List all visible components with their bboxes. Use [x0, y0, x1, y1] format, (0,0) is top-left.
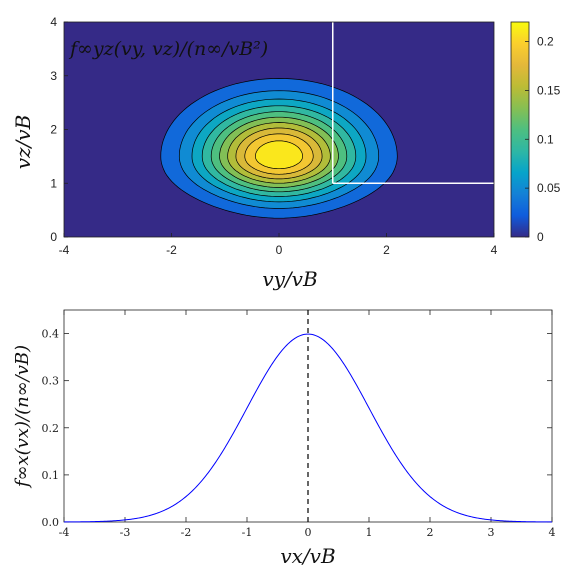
contour-line	[178, 90, 380, 209]
y-tick-label: 0.0	[42, 516, 60, 529]
y-tick-label: 1	[50, 176, 57, 190]
top-x-axis-label: vy/vB	[262, 267, 317, 291]
contour-band	[255, 140, 303, 169]
x-tick-label: 4	[549, 526, 556, 539]
contour-line	[255, 140, 303, 170]
series-line-gaussian	[63, 333, 553, 523]
x-tick-label: -3	[120, 526, 131, 539]
top-y-axis-label: vz/vB	[11, 115, 35, 170]
x-tick-label: 0	[276, 243, 283, 257]
x-tick-label: -2	[181, 526, 192, 539]
y-tick-label: 3	[50, 69, 57, 83]
contour-line	[244, 133, 314, 175]
y-tick-label: 0.2	[42, 422, 60, 435]
y-tick-label: 4	[50, 15, 57, 29]
top-contour-chart: -4 -2 0 2 4 0 1 2 3 4 f∞yz(vy, vz)/(n∞/vB²) vy/v…	[11, 15, 561, 291]
y-tick-label: 0.4	[42, 328, 60, 341]
overlay-lines	[332, 22, 494, 184]
contour-line	[219, 116, 339, 188]
bottom-x-axis-label: vx/vB	[280, 544, 335, 568]
top-y-ticks: 0 1 2 3 4	[50, 15, 68, 244]
bottom-line-chart: -4 -3 -2 -1 0 1 2 3 4 0.0 0.1 0.2 0.3 0.4 vx/vB f∞x(…	[12, 309, 556, 568]
bottom-y-ticks: 0.0 0.1 0.2 0.3 0.4	[42, 328, 552, 529]
x-tick-label: 1	[366, 526, 373, 539]
colorbar-ticks: 0 0.05 0.1 0.15 0.2	[525, 35, 561, 244]
colorbar	[510, 21, 530, 238]
colorbar-tick-label: 0.2	[537, 35, 554, 49]
top-x-ticks: -4 -2 0 2 4	[59, 233, 498, 257]
colorbar-tick-label: 0	[537, 230, 544, 244]
contour-line	[160, 78, 398, 219]
bottom-y-axis-label: f∞x(vx)/(n∞/vB)	[12, 345, 33, 489]
x-tick-label: 4	[491, 243, 498, 257]
colorbar-tick-label: 0.1	[537, 132, 554, 146]
y-tick-label: 0.1	[42, 469, 60, 482]
contour-line	[227, 122, 331, 184]
x-tick-label: -4	[59, 526, 70, 539]
contour-lines	[160, 78, 398, 219]
x-tick-label: 2	[383, 243, 390, 257]
x-tick-label: 2	[427, 526, 434, 539]
bottom-x-ticks: -4 -3 -2 -1 0 1 2 3 4	[59, 310, 556, 539]
colorbar-tick-label: 0.05	[537, 181, 561, 195]
bottom-plot-frame	[63, 309, 553, 523]
colorbar-tick-label: 0.15	[537, 83, 561, 97]
x-tick-label: 3	[488, 526, 495, 539]
y-tick-label: 0.3	[42, 375, 60, 388]
x-tick-label: 0	[305, 526, 312, 539]
x-tick-label: -4	[59, 243, 70, 257]
top-chart-title: f∞yz(vy, vz)/(n∞/vB²)	[68, 38, 268, 60]
y-tick-label: 0	[50, 230, 57, 244]
contour-line	[235, 127, 323, 180]
x-tick-label: -2	[166, 243, 177, 257]
x-tick-label: -1	[242, 526, 253, 539]
y-tick-label: 2	[50, 123, 57, 137]
contour-line	[210, 111, 348, 193]
contour-line	[191, 98, 367, 203]
contour-line	[201, 105, 357, 197]
